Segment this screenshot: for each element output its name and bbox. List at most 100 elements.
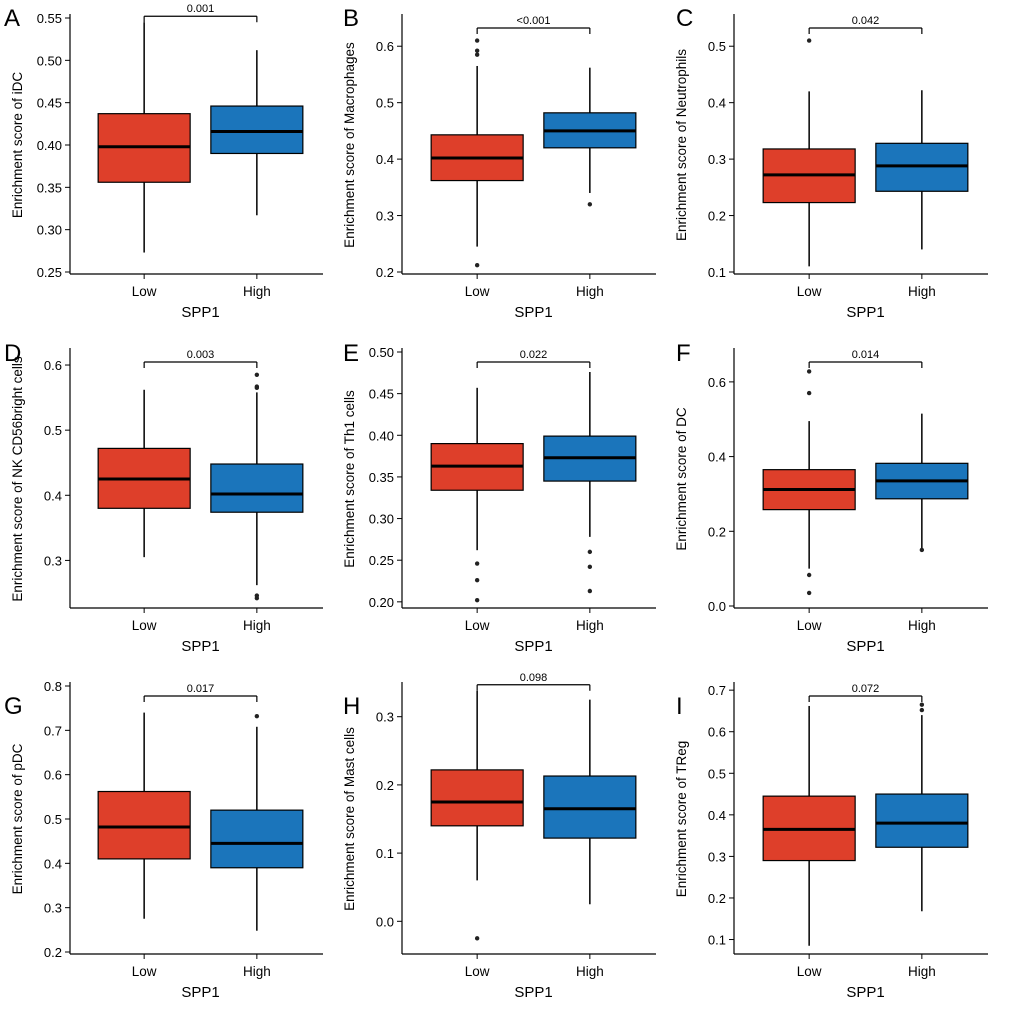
panel-e: E 0.20 0.25 0.30 0.35 0.40 0.45 0.50 Enrichment … bbox=[342, 340, 656, 655]
y-axis-title: Enrichment score of Macrophages bbox=[342, 42, 357, 248]
y-tick-label: 0.2 bbox=[376, 778, 394, 793]
x-tick-label: Low bbox=[465, 618, 490, 633]
x-tick-label: High bbox=[908, 618, 936, 633]
box-high bbox=[875, 413, 969, 553]
x-tick-label: Low bbox=[132, 618, 157, 633]
box-low bbox=[430, 690, 524, 941]
panel-g: G 0.2 0.3 0.4 0.5 0.6 0.7 0.8 Enrichment score o… bbox=[4, 679, 323, 1001]
panel-f: F 0.0 0.2 0.4 0.6 Enrichment score of DC Low Hi… bbox=[674, 340, 988, 655]
y-tick-label: 0.3 bbox=[708, 152, 726, 167]
significance-bracket: 0.022 bbox=[476, 349, 591, 368]
outlier-point bbox=[806, 38, 812, 43]
significance-bracket: <0.001 bbox=[476, 15, 591, 34]
significance-bracket: 0.042 bbox=[808, 15, 923, 34]
outlier-point bbox=[587, 202, 593, 207]
y-tick-label: 0.3 bbox=[708, 849, 726, 864]
y-axis-title: Enrichment score of NK CD56bright cells bbox=[10, 356, 25, 602]
box-body bbox=[210, 809, 304, 869]
x-tick-label: Low bbox=[132, 284, 157, 299]
x-tick-label: High bbox=[243, 618, 271, 633]
panel-letter: B bbox=[343, 5, 359, 32]
panel-letter: F bbox=[676, 340, 691, 367]
outlier-point bbox=[587, 549, 593, 555]
panel-h: H 0.0 0.1 0.2 0.3 Enrichment score of Mast ce… bbox=[342, 672, 656, 1001]
p-value-label: 0.001 bbox=[187, 3, 215, 15]
y-tick-label: 0.6 bbox=[708, 375, 726, 390]
y-tick-label: 0.8 bbox=[44, 679, 62, 694]
y-tick-label: 0.3 bbox=[44, 553, 62, 568]
panel-d: D 0.3 0.4 0.5 0.6 Enrichment score of NK CD56… bbox=[4, 340, 323, 655]
x-axis-title: SPP1 bbox=[181, 304, 219, 321]
panel-letter: D bbox=[4, 340, 21, 367]
y-tick-label: 0.45 bbox=[37, 96, 62, 111]
y-tick-label: 0.55 bbox=[37, 11, 62, 26]
y-tick-label: 0.35 bbox=[37, 180, 62, 195]
y-tick-label: 0.5 bbox=[44, 812, 62, 827]
x-tick-label: Low bbox=[797, 964, 822, 979]
y-tick-label: 0.2 bbox=[708, 209, 726, 224]
y-tick-label: 0.4 bbox=[44, 488, 62, 503]
x-tick-label: Low bbox=[465, 964, 490, 979]
outlier-point bbox=[806, 590, 812, 596]
y-tick-label: 0.6 bbox=[44, 358, 62, 373]
box-high bbox=[210, 372, 304, 601]
outlier-point bbox=[474, 48, 480, 53]
outlier-point bbox=[474, 577, 480, 583]
y-tick-label: 0.5 bbox=[44, 423, 62, 438]
outlier-point bbox=[474, 936, 480, 941]
y-tick-label: 0.30 bbox=[37, 223, 62, 238]
y-tick-label: 0.35 bbox=[369, 470, 394, 485]
box-body bbox=[430, 769, 524, 827]
x-axis-title: SPP1 bbox=[181, 638, 219, 655]
x-tick-label: High bbox=[576, 964, 604, 979]
y-tick-label: 0.4 bbox=[708, 96, 726, 111]
x-tick-label: Low bbox=[132, 964, 157, 979]
y-tick-label: 0.4 bbox=[708, 808, 726, 823]
box-low bbox=[97, 389, 191, 558]
significance-bracket: 0.072 bbox=[808, 683, 923, 702]
x-tick-label: High bbox=[908, 964, 936, 979]
box-low bbox=[97, 22, 191, 253]
p-value-label: 0.072 bbox=[852, 683, 880, 695]
box-body bbox=[210, 105, 304, 155]
y-tick-label: 0.0 bbox=[708, 599, 726, 614]
significance-bracket: 0.003 bbox=[143, 349, 258, 368]
outlier-point bbox=[806, 390, 812, 396]
box-high bbox=[543, 67, 637, 207]
box-low bbox=[762, 38, 856, 267]
p-value-label: 0.022 bbox=[520, 349, 548, 361]
panel-c: C 0.1 0.2 0.3 0.4 0.5 Enrichment score of Neut… bbox=[674, 5, 988, 321]
outlier-point bbox=[474, 263, 480, 268]
y-axis-title: Enrichment score of Th1 cells bbox=[342, 390, 357, 568]
x-axis-title: SPP1 bbox=[846, 984, 884, 1001]
y-tick-label: 0.6 bbox=[376, 39, 394, 54]
x-tick-label: High bbox=[908, 284, 936, 299]
y-tick-label: 0.2 bbox=[708, 524, 726, 539]
x-axis-title: SPP1 bbox=[846, 304, 884, 321]
outlier-point bbox=[919, 707, 925, 713]
y-tick-label: 0.6 bbox=[44, 768, 62, 783]
y-tick-label: 0.25 bbox=[37, 265, 62, 280]
y-tick-label: 0.5 bbox=[708, 766, 726, 781]
panel-letter: H bbox=[343, 693, 360, 720]
box-high bbox=[875, 90, 969, 250]
x-tick-label: High bbox=[243, 964, 271, 979]
y-tick-label: 0.3 bbox=[376, 209, 394, 224]
box-low bbox=[762, 369, 856, 596]
panel-a: A 0.25 0.30 0.35 0.40 0.45 0.50 0.55 Enrichment … bbox=[4, 3, 323, 321]
p-value-label: 0.014 bbox=[852, 349, 880, 361]
y-tick-label: 0.2 bbox=[376, 265, 394, 280]
outlier-point bbox=[254, 384, 260, 389]
box-low bbox=[762, 705, 856, 946]
outlier-point bbox=[254, 713, 260, 719]
box-low bbox=[430, 38, 524, 268]
y-tick-label: 0.1 bbox=[376, 846, 394, 861]
p-value-label: <0.001 bbox=[517, 15, 551, 27]
y-tick-label: 0.50 bbox=[369, 345, 394, 360]
y-tick-label: 0.2 bbox=[708, 891, 726, 906]
outlier-point bbox=[587, 588, 593, 594]
y-tick-label: 0.1 bbox=[708, 265, 726, 280]
y-tick-label: 0.30 bbox=[369, 512, 394, 527]
p-value-label: 0.017 bbox=[187, 683, 215, 695]
